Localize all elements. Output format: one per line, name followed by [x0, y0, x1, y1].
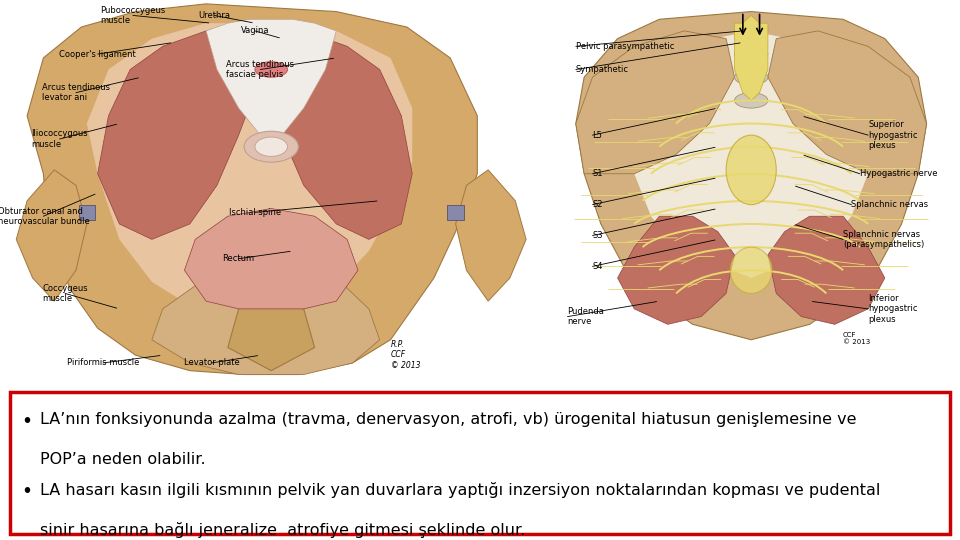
- Polygon shape: [768, 216, 885, 325]
- Text: •: •: [21, 482, 33, 501]
- Text: Levator plate: Levator plate: [183, 359, 239, 367]
- Polygon shape: [16, 170, 86, 301]
- Polygon shape: [768, 31, 926, 174]
- Text: LA’nın fonksiyonunda azalma (travma, denervasyon, atrofi, vb) ürogenital hiatusu: LA’nın fonksiyonunda azalma (travma, den…: [40, 412, 857, 427]
- Polygon shape: [576, 31, 734, 174]
- Text: R.P.
CCF
© 2013: R.P. CCF © 2013: [391, 340, 420, 369]
- Text: Cooper's ligament: Cooper's ligament: [60, 50, 136, 58]
- Text: Superior
hypogastric
plexus: Superior hypogastric plexus: [868, 120, 918, 150]
- Text: L5: L5: [592, 131, 602, 140]
- Text: LA hasarı kasın ilgili kısmının pelvik yan duvarlara yaptığı inzersiyon noktalar: LA hasarı kasın ilgili kısmının pelvik y…: [40, 482, 880, 497]
- Polygon shape: [184, 208, 358, 309]
- Text: Vagina: Vagina: [241, 26, 269, 36]
- Polygon shape: [626, 31, 876, 278]
- Text: Splanchnic nervas
(parasympathelics): Splanchnic nervas (parasympathelics): [843, 230, 924, 249]
- Text: sinir hasarına bağlı jeneralize  atrofiye gitmesi şeklinde olur.: sinir hasarına bağlı jeneralize atrofiye…: [40, 522, 526, 537]
- Ellipse shape: [734, 70, 768, 85]
- Ellipse shape: [255, 62, 287, 77]
- Text: Arcus tendinous
levator ani: Arcus tendinous levator ani: [42, 83, 110, 103]
- Text: Ischial spine: Ischial spine: [228, 208, 281, 217]
- Polygon shape: [576, 11, 926, 340]
- Text: S1: S1: [592, 169, 603, 178]
- Ellipse shape: [734, 23, 768, 38]
- Text: S2: S2: [592, 200, 603, 209]
- Ellipse shape: [731, 247, 772, 293]
- Text: Arcus tendinous
fasciae pelvis: Arcus tendinous fasciae pelvis: [227, 60, 295, 79]
- Polygon shape: [98, 31, 260, 239]
- FancyBboxPatch shape: [10, 392, 950, 534]
- Text: Pudenda
nerve: Pudenda nerve: [567, 307, 605, 326]
- Polygon shape: [206, 19, 336, 147]
- Polygon shape: [79, 205, 95, 220]
- Text: Piriformis muscle: Piriformis muscle: [67, 359, 139, 367]
- Ellipse shape: [726, 135, 777, 205]
- Polygon shape: [228, 301, 315, 370]
- Text: Rectum: Rectum: [223, 254, 254, 263]
- Text: Urethra: Urethra: [199, 11, 230, 20]
- Polygon shape: [271, 31, 412, 239]
- Text: Iliococcygous
muscle: Iliococcygous muscle: [32, 129, 88, 149]
- Polygon shape: [152, 255, 379, 375]
- Ellipse shape: [734, 46, 768, 62]
- Text: Obturator canal and
neurovascular bundle: Obturator canal and neurovascular bundle: [0, 206, 89, 226]
- Ellipse shape: [255, 137, 287, 157]
- Text: Pubococcygeus
muscle: Pubococcygeus muscle: [100, 6, 165, 25]
- Text: Sympathetic: Sympathetic: [576, 65, 629, 74]
- Polygon shape: [734, 16, 768, 100]
- Text: CCF
© 2013: CCF © 2013: [843, 332, 871, 345]
- Polygon shape: [456, 170, 526, 301]
- Polygon shape: [617, 216, 734, 325]
- Text: Hypogastric nerve: Hypogastric nerve: [860, 169, 937, 178]
- Text: •: •: [21, 412, 33, 431]
- Polygon shape: [86, 23, 412, 316]
- Ellipse shape: [244, 131, 299, 162]
- Text: Inferior
hypogastric
plexus: Inferior hypogastric plexus: [868, 294, 918, 324]
- Text: Coccygeus
muscle: Coccygeus muscle: [42, 284, 88, 303]
- Ellipse shape: [734, 93, 768, 108]
- Polygon shape: [27, 4, 477, 375]
- Polygon shape: [447, 205, 464, 220]
- Text: Splanchnic nervas: Splanchnic nervas: [852, 200, 928, 209]
- Text: S3: S3: [592, 231, 603, 240]
- Text: POP’a neden olabilir.: POP’a neden olabilir.: [40, 453, 206, 467]
- Text: S4: S4: [592, 262, 603, 271]
- Text: Pelvic parasympathetic: Pelvic parasympathetic: [576, 42, 674, 51]
